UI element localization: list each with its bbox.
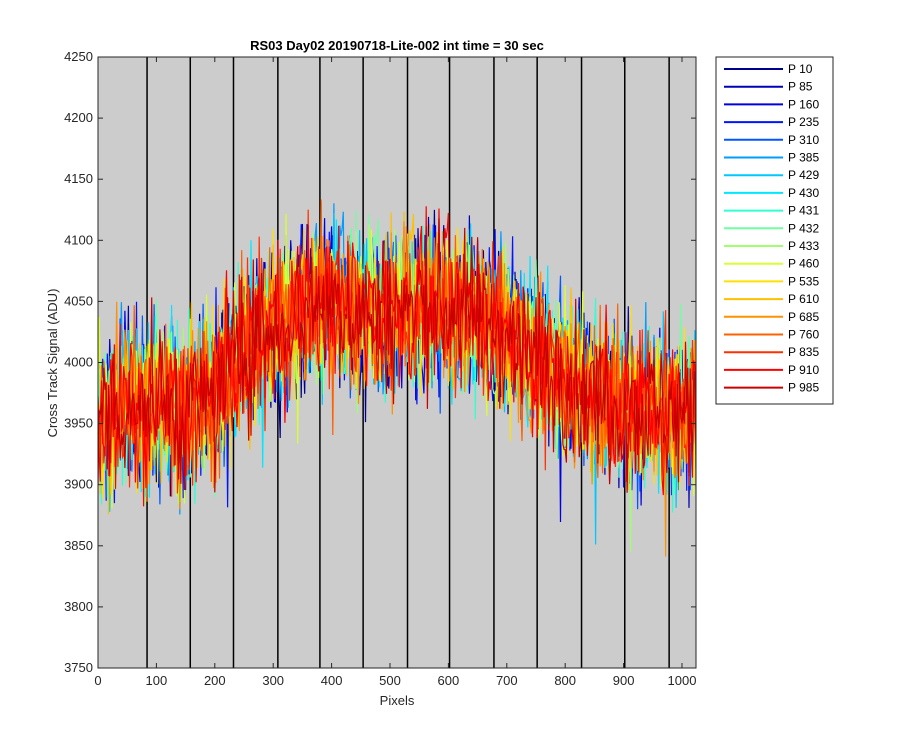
legend-label: P 433 bbox=[788, 239, 819, 253]
legend-label: P 760 bbox=[788, 328, 819, 342]
legend-label: P 610 bbox=[788, 292, 819, 306]
y-tick-label: 3750 bbox=[64, 660, 93, 675]
legend-label: P 160 bbox=[788, 97, 819, 111]
legend-label: P 460 bbox=[788, 257, 819, 271]
x-tick-label: 700 bbox=[496, 673, 518, 688]
x-tick-label: 400 bbox=[321, 673, 343, 688]
x-tick-label: 200 bbox=[204, 673, 226, 688]
x-tick-label: 800 bbox=[554, 673, 576, 688]
x-tick-label: 0 bbox=[94, 673, 101, 688]
x-tick-label: 100 bbox=[146, 673, 168, 688]
legend-label: P 310 bbox=[788, 133, 819, 147]
legend-label: P 431 bbox=[788, 204, 819, 218]
y-tick-label: 4150 bbox=[64, 171, 93, 186]
legend-label: P 685 bbox=[788, 310, 819, 324]
chart-title: RS03 Day02 20190718-Lite-002 int time = … bbox=[250, 38, 544, 53]
series-line-18 bbox=[98, 218, 696, 493]
y-tick-label: 4100 bbox=[64, 232, 93, 247]
series-lines bbox=[98, 199, 696, 557]
legend-label: P 835 bbox=[788, 345, 819, 359]
legend: P 10 P 85 P 160 P 235 P 310 P 385 P 429 P 430 P … bbox=[715, 56, 834, 405]
legend-label: P 85 bbox=[788, 80, 813, 94]
y-tick-label: 4200 bbox=[64, 110, 93, 125]
x-tick-label: 900 bbox=[613, 673, 635, 688]
y-tick-label: 4000 bbox=[64, 355, 93, 370]
legend-label: P 235 bbox=[788, 115, 819, 129]
y-tick-label: 3850 bbox=[64, 538, 93, 553]
legend-label: P 10 bbox=[788, 62, 813, 76]
x-tick-label: 1000 bbox=[668, 673, 697, 688]
legend-label: P 385 bbox=[788, 151, 819, 165]
y-axis-label: Cross Track Signal (ADU) bbox=[45, 289, 60, 438]
legend-label: P 985 bbox=[788, 381, 819, 395]
axis-ticks: 0 100 200 300 400 500 600 700 800 900 1000 3750 3800… bbox=[64, 49, 696, 688]
x-tick-label: 600 bbox=[438, 673, 460, 688]
x-tick-label: 500 bbox=[379, 673, 401, 688]
legend-label: P 430 bbox=[788, 186, 819, 200]
legend-label: P 432 bbox=[788, 221, 819, 235]
y-tick-label: 3900 bbox=[64, 477, 93, 492]
x-tick-label: 300 bbox=[262, 673, 284, 688]
y-tick-label: 4050 bbox=[64, 293, 93, 308]
y-tick-label: 3800 bbox=[64, 599, 93, 614]
legend-label: P 535 bbox=[788, 274, 819, 288]
y-tick-label: 3950 bbox=[64, 416, 93, 431]
legend-box bbox=[715, 56, 834, 405]
x-axis-label: Pixels bbox=[380, 693, 415, 708]
legend-label: P 429 bbox=[788, 168, 819, 182]
y-tick-label: 4250 bbox=[64, 49, 93, 64]
legend-items: P 10 P 85 P 160 P 235 P 310 P 385 P 429 P 430 P … bbox=[724, 62, 819, 395]
legend-label: P 910 bbox=[788, 363, 819, 377]
